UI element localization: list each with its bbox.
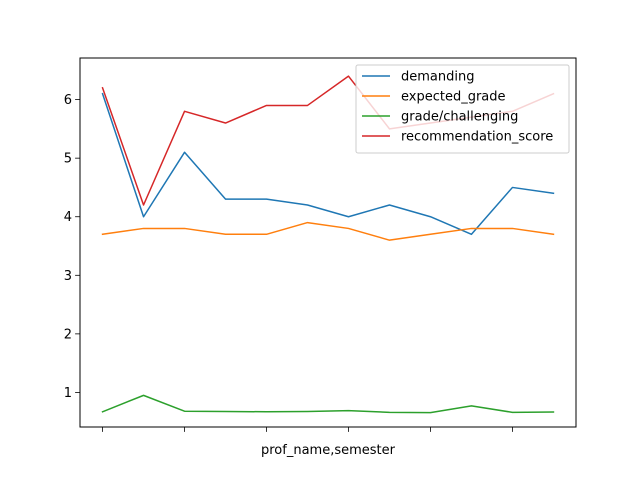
series-line-0 [101,92,555,236]
plot-frame [79,57,577,428]
legend-label-0: demanding [401,70,474,85]
y-tick-label: 6 [64,93,72,108]
legend-box [355,64,570,154]
series-line-1 [101,221,555,241]
x-axis-title: prof_name,semester [261,443,396,458]
y-tick-label: 2 [64,327,72,342]
y-axis: 1 2 3 4 5 6 [64,93,80,401]
y-tick-label: 1 [64,386,72,401]
legend-label-3: recommendation_score [401,130,553,145]
y-tick-label: 4 [64,210,72,225]
series-line-2 [101,394,555,414]
legend-label-1: expected_grade [401,90,506,105]
legend: demanding expected_grade grade/challenging… [355,64,570,154]
x-axis [102,427,513,432]
series-layer [101,75,555,414]
y-tick-label: 3 [64,269,72,284]
y-tick-label: 5 [64,152,72,167]
legend-label-2: grade/challenging [401,110,518,125]
